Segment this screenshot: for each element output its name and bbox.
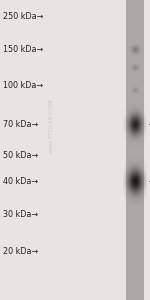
Text: 150 kDa→: 150 kDa→ bbox=[3, 45, 43, 54]
Text: 20 kDa→: 20 kDa→ bbox=[3, 248, 38, 256]
Text: ←Homodimer: ←Homodimer bbox=[148, 120, 150, 129]
Text: ←Monomer: ←Monomer bbox=[148, 177, 150, 186]
Text: 70 kDa→: 70 kDa→ bbox=[3, 120, 38, 129]
Text: 250 kDa→: 250 kDa→ bbox=[3, 12, 43, 21]
Text: 40 kDa→: 40 kDa→ bbox=[3, 177, 38, 186]
Text: www.PTGLAB.COM: www.PTGLAB.COM bbox=[48, 99, 54, 153]
Text: 30 kDa→: 30 kDa→ bbox=[3, 210, 38, 219]
Text: 100 kDa→: 100 kDa→ bbox=[3, 81, 43, 90]
Text: 50 kDa→: 50 kDa→ bbox=[3, 152, 38, 160]
